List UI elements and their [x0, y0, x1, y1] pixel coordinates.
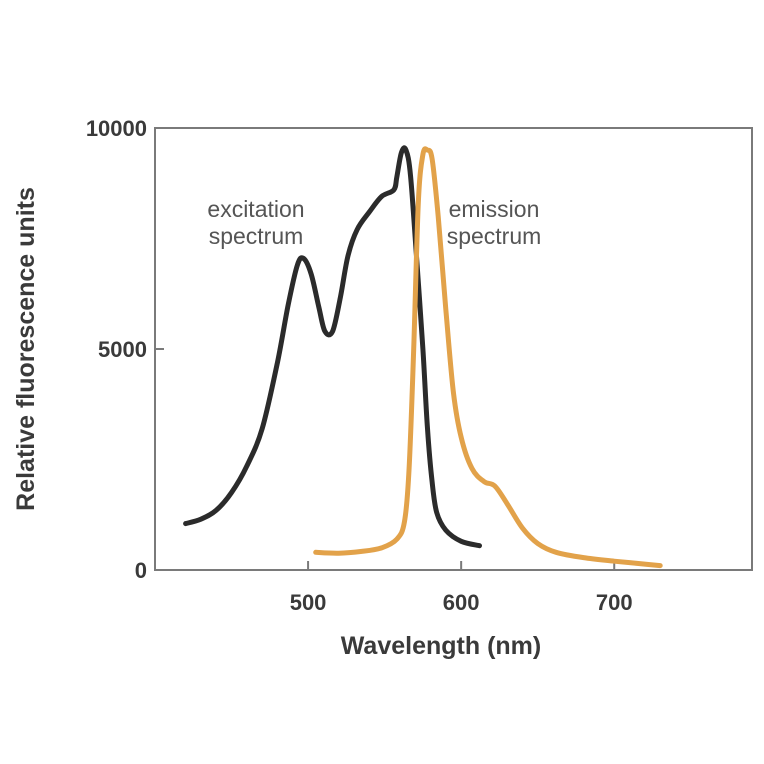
- y-tick-label: 0: [135, 558, 147, 583]
- x-tick-label: 600: [443, 590, 480, 615]
- excitation-label-line-1: excitation: [207, 196, 304, 222]
- plot-frame: [154, 127, 753, 571]
- emission-label-line-1: emission: [449, 196, 540, 222]
- emission-spectrum-line: [313, 146, 663, 569]
- y-tick-label: 10000: [86, 116, 147, 141]
- y-axis-title: Relative fluorescence units: [12, 187, 40, 511]
- emission-label-line-2: spectrum: [447, 223, 542, 249]
- x-axis-title: Wavelength (nm): [341, 632, 541, 660]
- x-tick-label: 500: [290, 590, 327, 615]
- y-axis-ticks: 0 5000 10000: [86, 116, 164, 583]
- series-layer: [183, 145, 663, 569]
- x-axis-ticks: 500 600 700: [290, 561, 633, 615]
- excitation-label-line-2: spectrum: [209, 223, 304, 249]
- x-tick-label: 700: [596, 590, 633, 615]
- y-tick-label: 5000: [98, 337, 147, 362]
- excitation-spectrum-line: [183, 145, 482, 549]
